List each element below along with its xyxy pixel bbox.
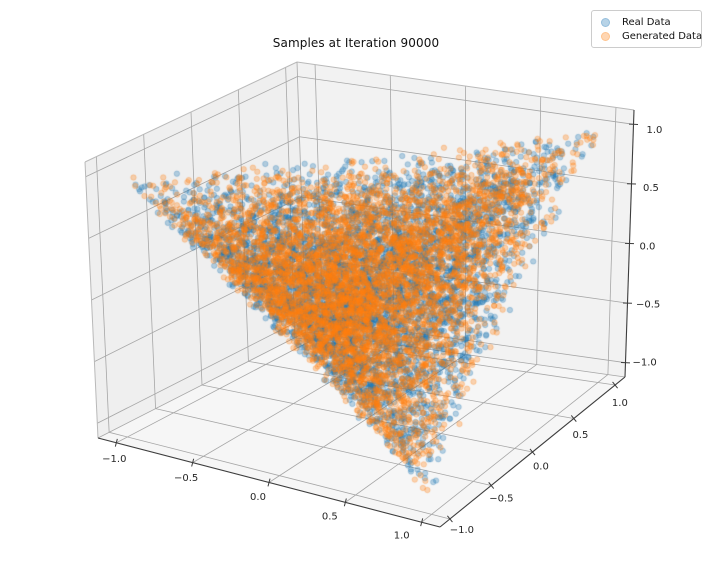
legend-item-generated-data: Generated Data [596,29,702,43]
legend-marker-real-data-icon [601,17,610,27]
legend-item-real-data: Real Data [596,15,696,29]
legend-label-generated-data: Generated Data [622,30,703,42]
legend-marker-generated-data-icon [601,31,610,41]
chart-title: Samples at Iteration 90000 [272,36,440,50]
legend-label-real-data: Real Data [622,16,671,28]
legend: Real Data Generated Data [591,10,702,48]
